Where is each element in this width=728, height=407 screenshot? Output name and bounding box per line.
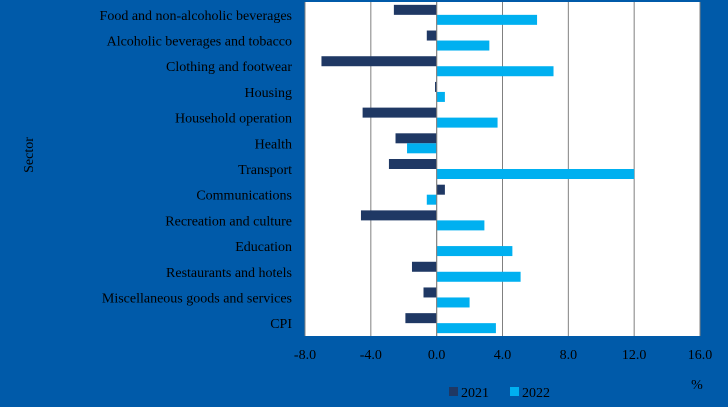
x-tick-label: 8.0 <box>560 348 578 363</box>
bar-2021 <box>393 4 437 15</box>
bar-2021 <box>436 184 445 195</box>
bar-2021 <box>405 313 437 324</box>
bar-2022 <box>436 117 498 128</box>
category-label: Transport <box>238 163 292 178</box>
bar-2022 <box>436 91 445 102</box>
bar-2022 <box>436 14 538 25</box>
bar-2021 <box>426 30 437 41</box>
bar-2022 <box>436 169 635 179</box>
category-label: Communications <box>196 189 292 204</box>
bar-2022 <box>407 143 437 154</box>
bar-2022 <box>436 323 496 334</box>
legend-swatch-2021 <box>449 387 458 396</box>
category-label: Household operation <box>175 112 292 127</box>
category-label: Clothing and footwear <box>166 60 292 75</box>
bar-2022 <box>436 66 554 77</box>
bar-2022 <box>436 40 490 51</box>
legend-swatch-2022 <box>510 387 519 396</box>
y-axis-title: Sector <box>22 137 37 173</box>
bar-2021 <box>411 261 437 272</box>
category-label: Food and non-alcoholic beverages <box>100 9 292 24</box>
bar-2022 <box>436 271 521 282</box>
category-label: Housing <box>245 86 292 101</box>
category-label: Recreation and culture <box>165 214 292 229</box>
bar-2021 <box>321 56 437 67</box>
bar-2022 <box>436 246 513 257</box>
x-tick-label: 0.0 <box>428 348 446 363</box>
x-axis-unit: % <box>691 378 703 393</box>
bar-2021 <box>423 287 437 298</box>
x-tick-labels: -8.0 -4.0 0.0 4.0 8.0 12.0 16.0 <box>294 348 712 363</box>
category-label: Education <box>235 240 292 255</box>
category-label: Restaurants and hotels <box>166 266 292 281</box>
x-tick-label: 12.0 <box>622 348 647 363</box>
legend-label-2021: 2021 <box>461 386 489 401</box>
x-tick-label: 4.0 <box>494 348 512 363</box>
bar-2021 <box>388 159 437 169</box>
category-label: Health <box>255 137 292 152</box>
category-label: Alcoholic beverages and tobacco <box>107 35 292 50</box>
legend: 2021 2022 <box>449 386 550 401</box>
bars <box>321 2 635 336</box>
bar-2022 <box>436 297 470 308</box>
bar-2022 <box>426 194 437 205</box>
category-label: Miscellaneous goods and services <box>102 291 292 306</box>
bar-2021 <box>360 210 437 221</box>
bar-2021 <box>435 81 437 92</box>
x-tick-label: -4.0 <box>360 348 382 363</box>
bar-2022 <box>436 220 485 231</box>
category-label: CPI <box>270 317 292 332</box>
bar-2021 <box>362 107 437 118</box>
bar-2021 <box>395 133 437 144</box>
category-labels: Food and non-alcoholic beverages Alcoholi… <box>100 9 293 332</box>
legend-label-2022: 2022 <box>522 386 550 401</box>
x-tick-label: -8.0 <box>294 348 316 363</box>
x-tick-label: 16.0 <box>688 348 713 363</box>
